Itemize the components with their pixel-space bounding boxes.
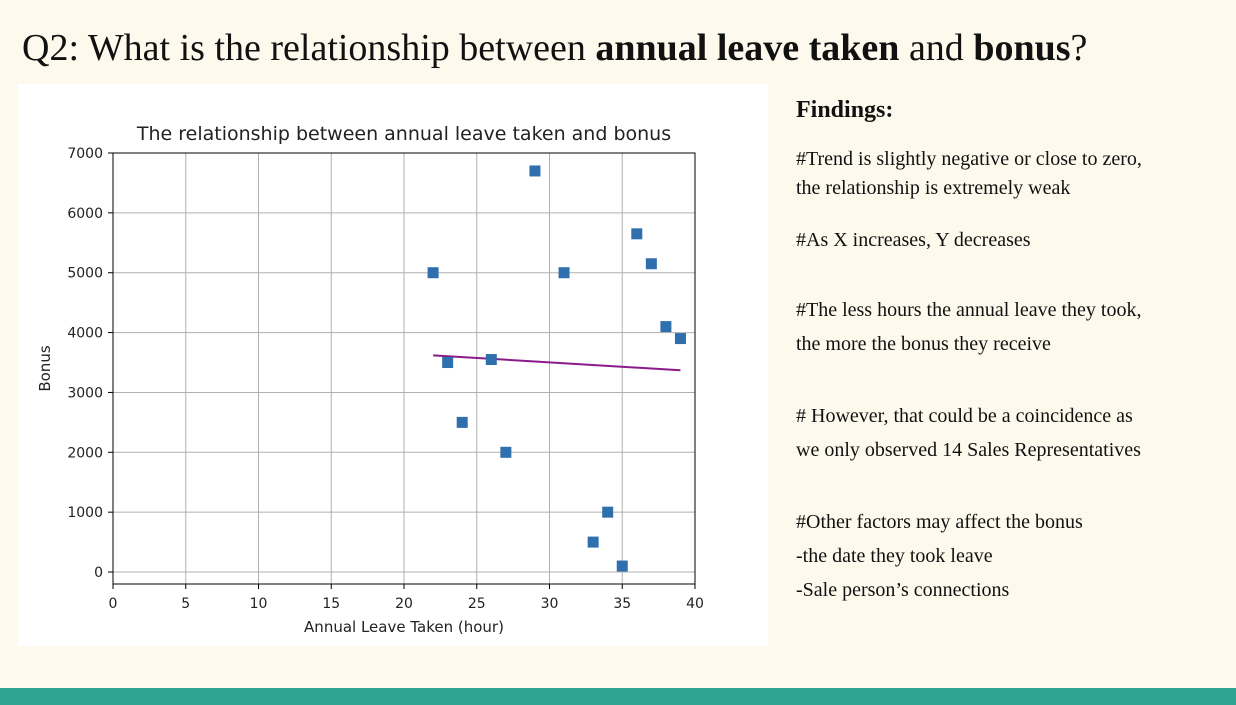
trend-layer [433, 354, 681, 372]
finding-hours: #The less hours the annual leave they to… [796, 293, 1226, 361]
x-tick-label: 40 [686, 596, 704, 612]
x-tick-label: 20 [395, 596, 413, 612]
finding-line: #As X increases, Y decreases [796, 229, 1031, 251]
finding-line: -the date they took leave [796, 545, 993, 567]
grid-lines [112, 152, 696, 584]
x-axis-label: Annual Leave Taken (hour) [304, 618, 504, 636]
finding-other-factors: #Other factors may affect the bonus -the… [796, 505, 1226, 607]
finding-line: -Sale person’s connections [796, 579, 1010, 601]
chart-title: The relationship between annual leave ta… [136, 123, 671, 145]
x-tick-label: 0 [109, 596, 118, 612]
title-bold-bonus: bonus [973, 27, 1071, 69]
finding-line: the relationship is extremely weak [796, 177, 1071, 199]
x-tick-label: 30 [541, 596, 559, 612]
y-tick-label: 5000 [67, 266, 103, 282]
x-tick-label: 10 [250, 596, 268, 612]
finding-line: we only observed 14 Sales Representative… [796, 439, 1141, 461]
findings-panel: Findings: #Trend is slightly negative or… [796, 96, 1226, 607]
finding-line: the more the bonus they receive [796, 333, 1051, 355]
finding-direction: #As X increases, Y decreases [796, 226, 1226, 255]
finding-trend: #Trend is slightly negative or close to … [796, 145, 1226, 203]
chart-panel: 0 5 10 15 20 25 30 35 40 0 1000 2000 3000 4000 5000 600… [18, 84, 768, 646]
findings-heading: Findings: [796, 97, 894, 123]
x-tick-label: 35 [613, 596, 631, 612]
trend-line [433, 354, 681, 372]
title-middle: and [899, 27, 974, 69]
slide-title: Q2: What is the relationship between ann… [22, 26, 1087, 70]
data-point [674, 333, 686, 345]
data-point [602, 506, 614, 518]
data-point [456, 416, 468, 428]
y-tick-label: 4000 [67, 326, 103, 342]
title-bold-annual-leave: annual leave taken [595, 27, 900, 69]
data-point [442, 357, 454, 369]
title-prefix: Q2: What is the relationship between [22, 27, 596, 69]
y-axis-label: Bonus [36, 345, 54, 391]
bottom-accent-bar [0, 688, 1236, 705]
finding-line: # However, that could be a coincidence a… [796, 405, 1133, 427]
data-point [529, 165, 541, 177]
data-point [660, 321, 672, 333]
data-points [427, 165, 686, 572]
y-tick-label: 2000 [67, 445, 103, 461]
data-point [500, 446, 512, 458]
y-tick-label: 7000 [67, 146, 103, 162]
y-tick-label: 0 [94, 565, 103, 581]
data-point [616, 560, 628, 572]
scatter-chart: 0 5 10 15 20 25 30 35 40 0 1000 2000 3000 4000 5000 600… [36, 123, 704, 636]
x-tick-label: 25 [468, 596, 486, 612]
title-suffix: ? [1070, 27, 1088, 69]
data-point [485, 354, 497, 366]
y-tick-label: 3000 [67, 385, 103, 401]
y-tick-label: 1000 [67, 505, 103, 521]
x-tick-label: 5 [181, 596, 190, 612]
x-tick-label: 15 [322, 596, 340, 612]
finding-line: #Other factors may affect the bonus [796, 511, 1083, 533]
data-point [645, 258, 657, 270]
y-tick-label: 6000 [67, 206, 103, 222]
finding-line: #The less hours the annual leave they to… [796, 299, 1142, 321]
data-point [587, 536, 599, 548]
data-point [427, 267, 439, 279]
axis-ticks: 0 5 10 15 20 25 30 35 40 0 1000 2000 3000 4000 5000 600… [67, 146, 704, 612]
data-point [558, 267, 570, 279]
data-point [631, 228, 643, 240]
finding-line: #Trend is slightly negative or close to … [796, 148, 1142, 170]
finding-coincidence: # However, that could be a coincidence a… [796, 399, 1226, 467]
